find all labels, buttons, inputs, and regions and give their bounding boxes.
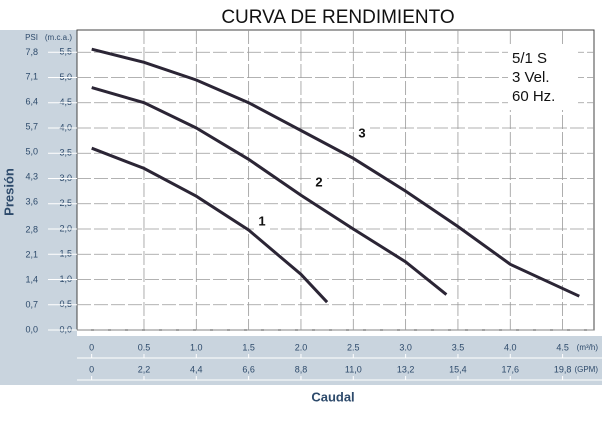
x2-tick-label: 13,2 <box>397 364 415 374</box>
x2-tick-label: 8,8 <box>295 364 308 374</box>
left-panel <box>0 30 77 385</box>
y2-tick-label: 2,1 <box>25 250 38 260</box>
y2-tick-label: 0,0 <box>25 324 38 334</box>
y-tick-label: 5,0 <box>59 72 72 82</box>
y-tick-label: 2,0 <box>59 223 72 233</box>
bottom-panel <box>77 336 602 385</box>
spec-line: 5/1 S <box>512 50 547 67</box>
y2-tick-label: 3,6 <box>25 196 38 206</box>
x-tick-label: 0 <box>89 342 94 352</box>
curve-label-bg <box>254 214 270 230</box>
spec-line: 3 Vel. <box>512 69 550 86</box>
x-tick-label: 2.0 <box>295 342 308 352</box>
x-unit-label: (m³/h) <box>577 343 599 352</box>
x-tick-label: 1.0 <box>190 342 203 352</box>
y-tick-label: 1,0 <box>59 274 72 284</box>
y2-tick-label: 6,4 <box>25 97 38 107</box>
x-axis-label: Caudal <box>311 389 354 404</box>
curve-label: 1 <box>258 213 265 228</box>
y2-tick-label: 2,8 <box>25 225 38 235</box>
x-tick-label: 3.5 <box>452 342 465 352</box>
y-tick-label: 0,0 <box>59 324 72 334</box>
chart-title: CURVA DE RENDIMIENTO <box>221 7 454 28</box>
x-tick-label: 3.0 <box>399 342 412 352</box>
y-tick-label: 1,5 <box>59 249 72 259</box>
y2-tick-label: 5,7 <box>25 122 38 132</box>
x2-tick-label: 17,6 <box>502 364 520 374</box>
x2-tick-label: 15,4 <box>449 364 467 374</box>
curve-label: 2 <box>315 174 322 189</box>
x-tick-label: 4.5 <box>556 342 569 352</box>
curve-label-bg <box>311 175 327 191</box>
x2-tick-label: 0 <box>89 364 94 374</box>
y-tick-label: 0,5 <box>59 299 72 309</box>
curve <box>91 86 448 296</box>
curve <box>91 47 580 298</box>
y-tick-label: 4,5 <box>59 97 72 107</box>
y-axis-label: Presión <box>1 168 16 216</box>
x2-tick-label: 2,2 <box>138 364 151 374</box>
y-tick-label: 3,0 <box>59 173 72 183</box>
spec-box <box>508 44 578 110</box>
x-tick-label: 4.0 <box>504 342 517 352</box>
y-tick-label: 5,5 <box>59 47 72 57</box>
x2-tick-label: 19,8 <box>554 364 572 374</box>
x2-tick-label: 4,4 <box>190 364 203 374</box>
x-tick-label: 0.5 <box>138 342 151 352</box>
x-tick-label: 2.5 <box>347 342 360 352</box>
x2-unit-label: (GPM) <box>574 365 598 374</box>
y-tick-label: 2,5 <box>59 198 72 208</box>
y-unit-label: (m.c.a.) <box>45 33 72 42</box>
y2-tick-label: 0,7 <box>25 299 38 309</box>
y2-tick-label: 1,4 <box>25 275 38 285</box>
y2-tick-label: 7,1 <box>25 72 38 82</box>
x-tick-label: 1.5 <box>242 342 255 352</box>
y-tick-label: 4,0 <box>59 122 72 132</box>
spec-line: 60 Hz. <box>512 88 555 105</box>
x2-tick-label: 11,0 <box>345 364 362 374</box>
x2-tick-label: 6,6 <box>242 364 255 374</box>
curve <box>91 146 329 304</box>
y2-tick-label: 5,0 <box>25 146 38 156</box>
curve-label: 3 <box>358 125 365 140</box>
y2-tick-label: 7,8 <box>25 47 38 57</box>
y2-tick-label: 4,3 <box>25 171 38 181</box>
y2-unit-label: PSI <box>25 33 38 42</box>
curve-label-bg <box>354 126 370 142</box>
y-tick-label: 3,5 <box>59 148 72 158</box>
